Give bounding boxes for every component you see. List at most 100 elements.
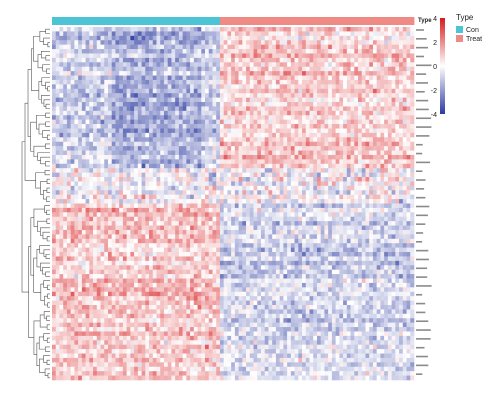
- heatmap-cell: [246, 97, 251, 103]
- heatmap-cell: [55, 225, 60, 231]
- heatmap-cell: [85, 225, 90, 231]
- heatmap-cell: [63, 93, 68, 98]
- heatmap-cell: [238, 137, 243, 143]
- heatmap-cell: [253, 199, 258, 204]
- heatmap-cell: [331, 229, 336, 235]
- heatmap-cell: [402, 243, 407, 248]
- heatmap-cell: [272, 221, 277, 226]
- heatmap-cell: [63, 62, 68, 68]
- heatmap-cell: [335, 185, 340, 191]
- heatmap-cell: [279, 172, 284, 178]
- heatmap-cell: [246, 168, 251, 173]
- heatmap-cell: [354, 199, 359, 204]
- heatmap-cell: [238, 234, 243, 240]
- heatmap-cell: [275, 190, 280, 195]
- heatmap-cell: [231, 97, 236, 103]
- heatmap-cell: [391, 207, 396, 213]
- heatmap-cell: [387, 141, 392, 147]
- heatmap-cell: [257, 40, 262, 45]
- heatmap-cell: [320, 168, 325, 173]
- heatmap-cell: [253, 221, 258, 226]
- heatmap-cell: [283, 216, 288, 222]
- heatmap-cell: [331, 57, 336, 63]
- heatmap-cell: [126, 207, 131, 213]
- heatmap-cell: [216, 234, 221, 240]
- heatmap-cell: [52, 199, 57, 204]
- heatmap-cell: [137, 181, 142, 187]
- heatmap-cell: [313, 57, 318, 63]
- heatmap-cell: [380, 243, 385, 248]
- heatmap-cell: [89, 163, 94, 169]
- heatmap-cell: [186, 225, 191, 231]
- heatmap-cell: [175, 229, 180, 235]
- heatmap-cell: [223, 159, 228, 165]
- heatmap-cell: [320, 49, 325, 54]
- heatmap-cell: [193, 243, 198, 248]
- heatmap-cell: [96, 194, 101, 200]
- heatmap-cell: [387, 181, 392, 187]
- heatmap-cell: [178, 141, 183, 147]
- heatmap-cell: [346, 106, 351, 112]
- heatmap-cell: [156, 194, 161, 200]
- heatmap-cell: [171, 150, 176, 156]
- heatmap-cell: [324, 79, 329, 85]
- heatmap-cell: [406, 238, 411, 244]
- heatmap-cell: [171, 49, 176, 54]
- heatmap-cell: [361, 238, 366, 244]
- heatmap-cell: [160, 66, 165, 72]
- heatmap-cell: [81, 124, 86, 129]
- heatmap-cell: [137, 75, 142, 81]
- heatmap-cell: [275, 53, 280, 59]
- heatmap-cell: [107, 71, 113, 76]
- heatmap-cell: [66, 102, 71, 107]
- heatmap-cell: [376, 203, 381, 209]
- heatmap-cell: [149, 150, 154, 156]
- heatmap-cell: [63, 110, 68, 116]
- heatmap-cell: [372, 27, 377, 32]
- heatmap-cell: [85, 71, 90, 76]
- heatmap-cell: [372, 137, 377, 143]
- heatmap-cell: [365, 234, 370, 240]
- heatmap-cell: [100, 163, 105, 169]
- heatmap-cell: [167, 88, 172, 94]
- heatmap-cell: [208, 75, 213, 81]
- heatmap-cell: [119, 79, 124, 85]
- heatmap-cell: [294, 110, 299, 116]
- heatmap-cell: [372, 203, 377, 209]
- heatmap-cell: [387, 207, 392, 213]
- heatmap-cell: [111, 71, 116, 76]
- heatmap-cell: [324, 88, 329, 94]
- heatmap-cell: [149, 102, 154, 107]
- heatmap-cell: [242, 221, 247, 226]
- heatmap-cell: [331, 102, 336, 107]
- heatmap-cell: [376, 124, 381, 129]
- heatmap-cell: [163, 172, 168, 178]
- heatmap-cell: [287, 216, 292, 222]
- heatmap-cell: [294, 229, 299, 235]
- heatmap-cell: [66, 154, 71, 160]
- dendrogram-branch: [33, 257, 41, 293]
- heatmap-cell: [361, 27, 366, 32]
- heatmap-cell: [268, 35, 273, 41]
- heatmap-cell: [290, 238, 295, 244]
- heatmap-cell: [81, 115, 86, 120]
- heatmap-cell: [74, 177, 79, 182]
- annotation-treat: [219, 17, 415, 25]
- dendrogram-branch: [47, 284, 50, 290]
- heatmap-cell: [219, 119, 224, 125]
- heatmap-cell: [260, 207, 266, 213]
- heatmap-cell: [316, 27, 321, 32]
- heatmap-cell: [380, 229, 385, 235]
- heatmap-cell: [145, 234, 150, 240]
- heatmap-cell: [156, 128, 161, 134]
- heatmap-cell: [104, 137, 109, 143]
- heatmap-cell: [70, 229, 75, 235]
- heatmap-cell: [197, 31, 202, 37]
- heatmap-cell: [324, 128, 329, 134]
- heatmap-cell: [93, 31, 98, 37]
- heatmap-cell: [223, 93, 228, 98]
- heatmap-cell: [216, 199, 221, 204]
- heatmap-cell: [186, 79, 191, 85]
- heatmap-cell: [313, 150, 318, 156]
- heatmap-cell: [343, 181, 348, 187]
